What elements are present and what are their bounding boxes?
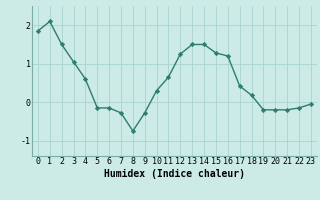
X-axis label: Humidex (Indice chaleur): Humidex (Indice chaleur) — [104, 169, 245, 179]
